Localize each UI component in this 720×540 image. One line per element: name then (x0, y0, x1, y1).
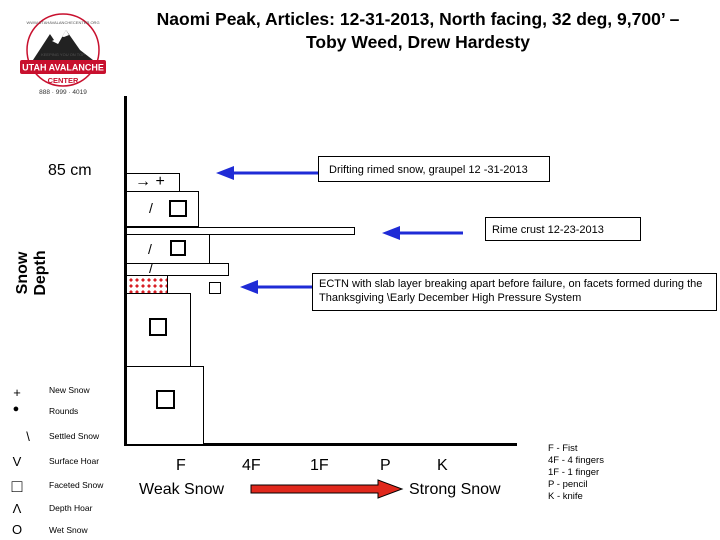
wet-snow-icon: O (11, 522, 23, 537)
hardness-key-item: F - Fist (548, 443, 578, 454)
hardness-key-item: K - knife (548, 491, 583, 502)
faceted-snow-symbol (149, 318, 167, 336)
hardness-key-item: P - pencil (548, 479, 588, 490)
weak-snow-label: Weak Snow (139, 481, 225, 498)
faceted-snow-symbol (169, 200, 187, 217)
rime-crust-layer (126, 227, 355, 235)
callout-rime-crust: Rime crust 12-23-2013 (485, 217, 641, 241)
faceted-snow-symbol (209, 282, 221, 294)
hardness-1-finger: 1F (310, 457, 329, 474)
arrow-ectn (240, 280, 312, 294)
weak-facet-layer (126, 275, 168, 294)
hardness-key-item: 4F - 4 fingers (548, 455, 604, 466)
x-axis-line (124, 443, 517, 446)
logo-name-1: UTAH AVALANCHE (22, 63, 104, 73)
snow-layer-drifting: → + (126, 173, 180, 192)
hardness-fist: F (176, 457, 186, 474)
settled-snow-symbol: / (149, 260, 153, 276)
layer-symbol-text: → + (135, 173, 165, 190)
callout-ectn: ECTN with slab layer breaking apart befo… (312, 273, 717, 311)
arrow-drifting (216, 166, 318, 180)
logo-tagline: KEEPING YOU ON TOP (41, 52, 85, 57)
legend-label-depth-hoar: Depth Hoar (49, 503, 93, 513)
title-line-2: Toby Weed, Drew Hardesty (306, 32, 530, 52)
logo-url: WWW.UTAHAVALANCHECENTER.ORG (26, 20, 99, 25)
mountain-icon (33, 30, 93, 60)
hardness-pencil: P (380, 457, 391, 474)
y-axis-label: Snow Depth (14, 250, 49, 296)
strong-snow-label: Strong Snow (409, 481, 501, 498)
legend-label-new-snow: New Snow (49, 385, 90, 395)
title-line-1: Naomi Peak, Articles: 12-31-2013, North … (156, 9, 680, 29)
legend-label-faceted-snow: Faceted Snow (49, 480, 104, 490)
y-axis-line (124, 96, 127, 446)
depth-marker-label: 85 cm (48, 162, 92, 179)
surface-hoar-icon: V (12, 454, 22, 469)
arrow-rime (382, 226, 463, 240)
hardness-key: F - Fist 4F - 4 fingers 1F - 1 finger P … (548, 443, 604, 503)
page-title: Naomi Peak, Articles: 12-31-2013, North … (118, 8, 718, 54)
logo-name-2: CENTER (48, 76, 79, 85)
new-snow-icon: + (13, 385, 21, 400)
snow-layer-8 (126, 366, 204, 445)
settled-snow-icon: \ (26, 429, 30, 444)
rounds-icon: ● (12, 403, 20, 415)
depth-hoar-icon: Λ (12, 501, 22, 516)
legend-label-rounds: Rounds (49, 406, 79, 416)
faceted-snow-symbol (156, 390, 175, 409)
legend-label-settled-snow: Settled Snow (49, 431, 100, 441)
settled-snow-symbol: / (149, 200, 153, 216)
callout-drifting: Drifting rimed snow, graupel 12 -31-2013 (318, 156, 550, 182)
faceted-snow-icon: □ (11, 476, 23, 496)
snow-layer-2: / (126, 191, 199, 227)
snow-layer-5: / (126, 260, 229, 276)
legend-label-surface-hoar: Surface Hoar (49, 456, 100, 466)
faceted-snow-symbol (170, 240, 186, 256)
logo-phone: 888 · 999 · 4019 (39, 89, 87, 96)
utah-avalanche-center-logo: UTAH AVALANCHE CENTER 888 · 999 · 4019 W… (20, 13, 106, 96)
hardness-knife: K (437, 457, 448, 474)
hardness-4-fingers: 4F (242, 457, 261, 474)
weak-to-strong-arrow (250, 479, 404, 499)
legend-label-wet-snow: Wet Snow (49, 525, 88, 535)
hardness-key-item: 1F - 1 finger (548, 467, 600, 478)
snow-layer-4: / (126, 234, 210, 264)
settled-snow-symbol: / (148, 241, 152, 257)
snow-layer-7 (126, 293, 191, 367)
